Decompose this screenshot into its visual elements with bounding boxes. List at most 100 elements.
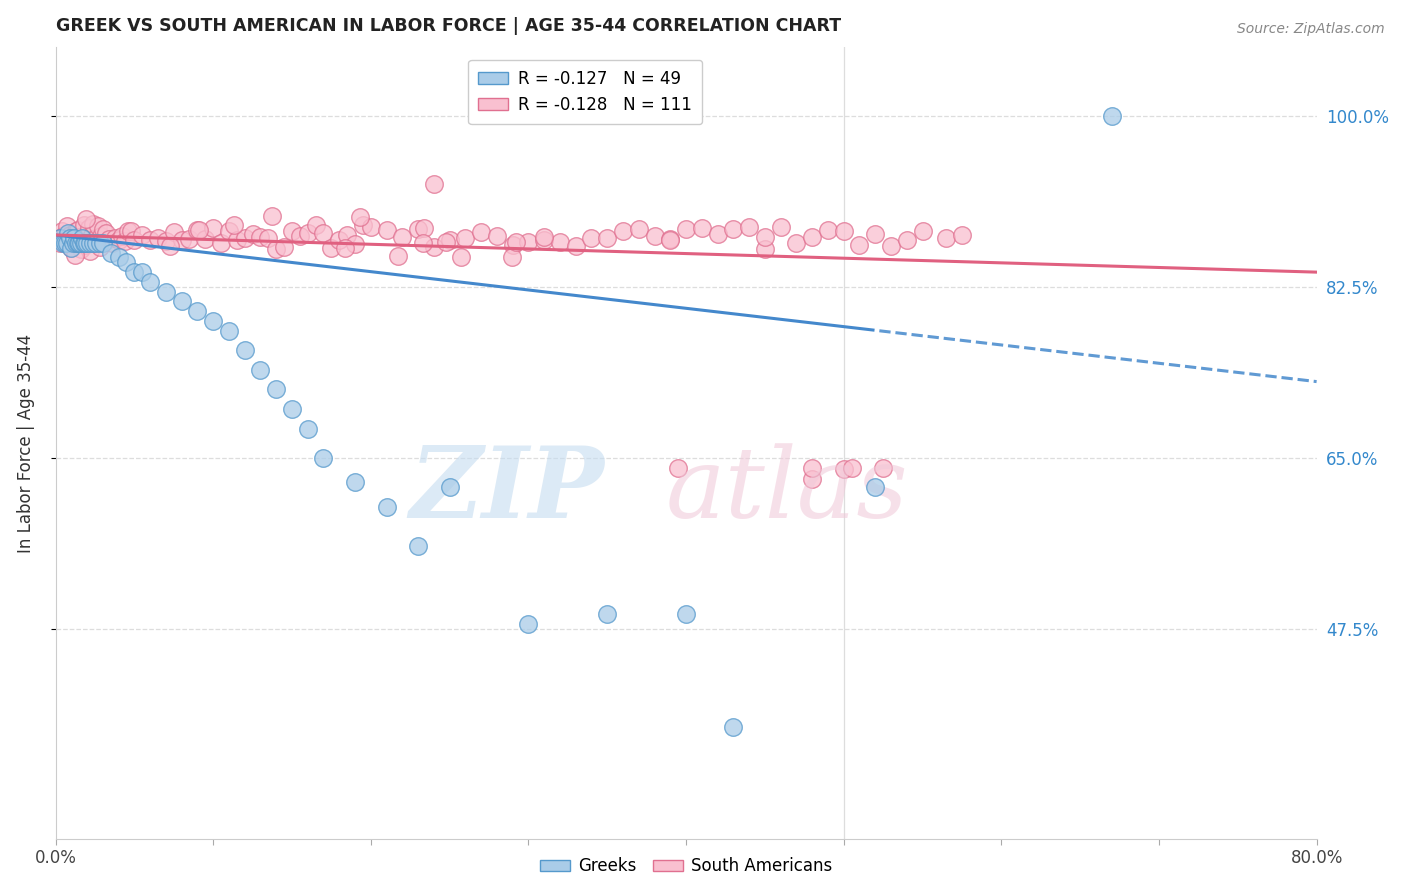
Point: [375, 223, 398, 237]
Point: [564, 239, 586, 253]
Point: [738, 219, 761, 234]
Point: [163, 225, 186, 239]
Point: [186, 223, 208, 237]
Point: [423, 239, 446, 253]
Point: [75, 235, 97, 250]
Point: [257, 231, 280, 245]
Point: [880, 239, 903, 253]
Point: [832, 462, 855, 476]
Point: [66, 235, 89, 250]
Point: [179, 232, 201, 246]
Point: [111, 228, 134, 243]
Point: [80, 227, 103, 242]
Point: [659, 233, 682, 247]
Text: atlas: atlas: [665, 443, 908, 539]
Point: [470, 225, 492, 239]
Point: [233, 230, 256, 244]
Point: [336, 227, 359, 242]
Point: [801, 460, 824, 475]
Point: [62, 235, 84, 249]
Point: [98, 232, 121, 246]
Point: [391, 229, 413, 244]
Point: [375, 500, 398, 514]
Point: [249, 230, 271, 244]
Point: [76, 230, 98, 244]
Point: [218, 224, 240, 238]
Point: [146, 231, 169, 245]
Point: [194, 232, 217, 246]
Point: [186, 304, 208, 318]
Point: [53, 235, 76, 250]
Point: [69, 242, 91, 256]
Point: [343, 475, 366, 490]
Point: [785, 236, 807, 251]
Point: [49, 231, 72, 245]
Point: [281, 224, 304, 238]
Point: [950, 227, 973, 242]
Point: [82, 218, 104, 232]
Point: [67, 235, 90, 250]
Point: [533, 233, 555, 247]
Point: [454, 231, 477, 245]
Point: [69, 235, 91, 250]
Point: [801, 229, 824, 244]
Point: [89, 239, 111, 253]
Point: [450, 250, 472, 264]
Point: [706, 227, 728, 241]
Point: [60, 241, 83, 255]
Point: [55, 219, 77, 233]
Point: [675, 222, 697, 236]
Point: [139, 275, 162, 289]
Point: [124, 265, 146, 279]
Point: [62, 235, 84, 250]
Point: [596, 231, 619, 245]
Point: [124, 233, 146, 247]
Point: [90, 229, 112, 244]
Point: [264, 383, 287, 397]
Point: [170, 294, 193, 309]
Point: [155, 235, 177, 249]
Point: [273, 240, 295, 254]
Point: [360, 219, 382, 234]
Point: [72, 231, 94, 245]
Point: [769, 220, 792, 235]
Point: [56, 231, 79, 245]
Point: [659, 232, 682, 246]
Point: [281, 401, 304, 416]
Point: [49, 235, 72, 250]
Point: [723, 222, 745, 236]
Point: [312, 450, 335, 465]
Point: [114, 234, 136, 248]
Point: [297, 227, 319, 241]
Point: [120, 224, 142, 238]
Point: [596, 607, 619, 622]
Point: [288, 229, 311, 244]
Point: [517, 617, 540, 632]
Legend: Greeks, South Americans: Greeks, South Americans: [533, 851, 839, 882]
Point: [52, 229, 75, 244]
Point: [91, 222, 114, 236]
Point: [863, 480, 886, 494]
Point: [117, 224, 139, 238]
Point: [63, 232, 86, 246]
Point: [533, 229, 555, 244]
Point: [75, 237, 97, 252]
Point: [485, 229, 508, 244]
Point: [87, 219, 110, 234]
Point: [387, 249, 409, 263]
Point: [131, 228, 153, 243]
Text: ZIP: ZIP: [409, 442, 605, 539]
Point: [423, 177, 446, 191]
Point: [548, 235, 571, 249]
Point: [63, 247, 86, 261]
Point: [848, 238, 870, 252]
Point: [832, 224, 855, 238]
Point: [100, 245, 122, 260]
Point: [260, 209, 283, 223]
Point: [439, 234, 461, 248]
Point: [321, 241, 343, 255]
Point: [801, 472, 824, 486]
Point: [723, 720, 745, 734]
Point: [107, 251, 129, 265]
Point: [333, 241, 356, 255]
